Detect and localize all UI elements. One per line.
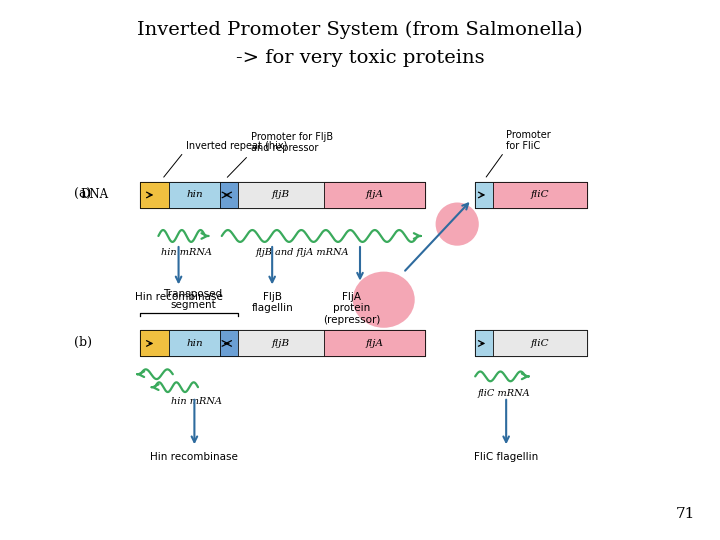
Bar <box>475 330 493 356</box>
Text: FljA
protein
(repressor): FljA protein (repressor) <box>323 292 380 325</box>
Text: Promoter
for FliC: Promoter for FliC <box>506 130 551 151</box>
Text: Hin recombinase: Hin recombinase <box>150 452 238 462</box>
Bar <box>220 330 238 356</box>
Text: fliC mRNA: fliC mRNA <box>477 389 530 398</box>
Text: FljB
flagellin: FljB flagellin <box>251 292 293 313</box>
Text: FliC flagellin: FliC flagellin <box>474 452 539 462</box>
Bar <box>493 330 587 356</box>
Text: fliC: fliC <box>531 191 549 199</box>
Bar <box>475 182 587 208</box>
Bar <box>238 182 324 208</box>
Text: DNA: DNA <box>80 188 108 201</box>
Bar <box>140 330 425 356</box>
Text: (b): (b) <box>73 336 92 349</box>
Text: hin mRNA: hin mRNA <box>161 248 212 257</box>
Text: hin: hin <box>186 339 203 348</box>
Bar <box>169 330 220 356</box>
Text: Promoter for FljB
and repressor: Promoter for FljB and repressor <box>251 132 333 153</box>
Text: fliC: fliC <box>531 339 549 348</box>
Bar <box>140 182 169 208</box>
Ellipse shape <box>353 272 415 328</box>
Text: Inverted repeat (hix): Inverted repeat (hix) <box>186 141 287 151</box>
Text: -> for very toxic proteins: -> for very toxic proteins <box>235 49 485 67</box>
Bar <box>220 182 238 208</box>
Bar <box>475 182 493 208</box>
Text: fljB and fljA mRNA: fljB and fljA mRNA <box>256 248 349 257</box>
Bar <box>140 182 425 208</box>
Text: fljB: fljB <box>271 191 290 199</box>
Text: fljA: fljA <box>366 191 384 199</box>
Text: 71: 71 <box>675 507 695 521</box>
Bar <box>238 330 324 356</box>
Text: hin mRNA: hin mRNA <box>171 397 222 406</box>
Bar <box>324 330 425 356</box>
Ellipse shape <box>436 202 479 246</box>
Bar <box>169 182 220 208</box>
Bar <box>493 182 587 208</box>
Text: (a): (a) <box>74 188 91 201</box>
Bar <box>324 182 425 208</box>
Text: Inverted Promoter System (from Salmonella): Inverted Promoter System (from Salmonell… <box>138 21 582 39</box>
Text: hin: hin <box>186 191 203 199</box>
Text: Transposed
segment: Transposed segment <box>163 289 222 310</box>
Bar <box>140 330 169 356</box>
Text: fljB: fljB <box>271 339 290 348</box>
Text: Hin recombinase: Hin recombinase <box>135 292 222 302</box>
Text: fljA: fljA <box>366 339 384 348</box>
Bar <box>475 330 587 356</box>
